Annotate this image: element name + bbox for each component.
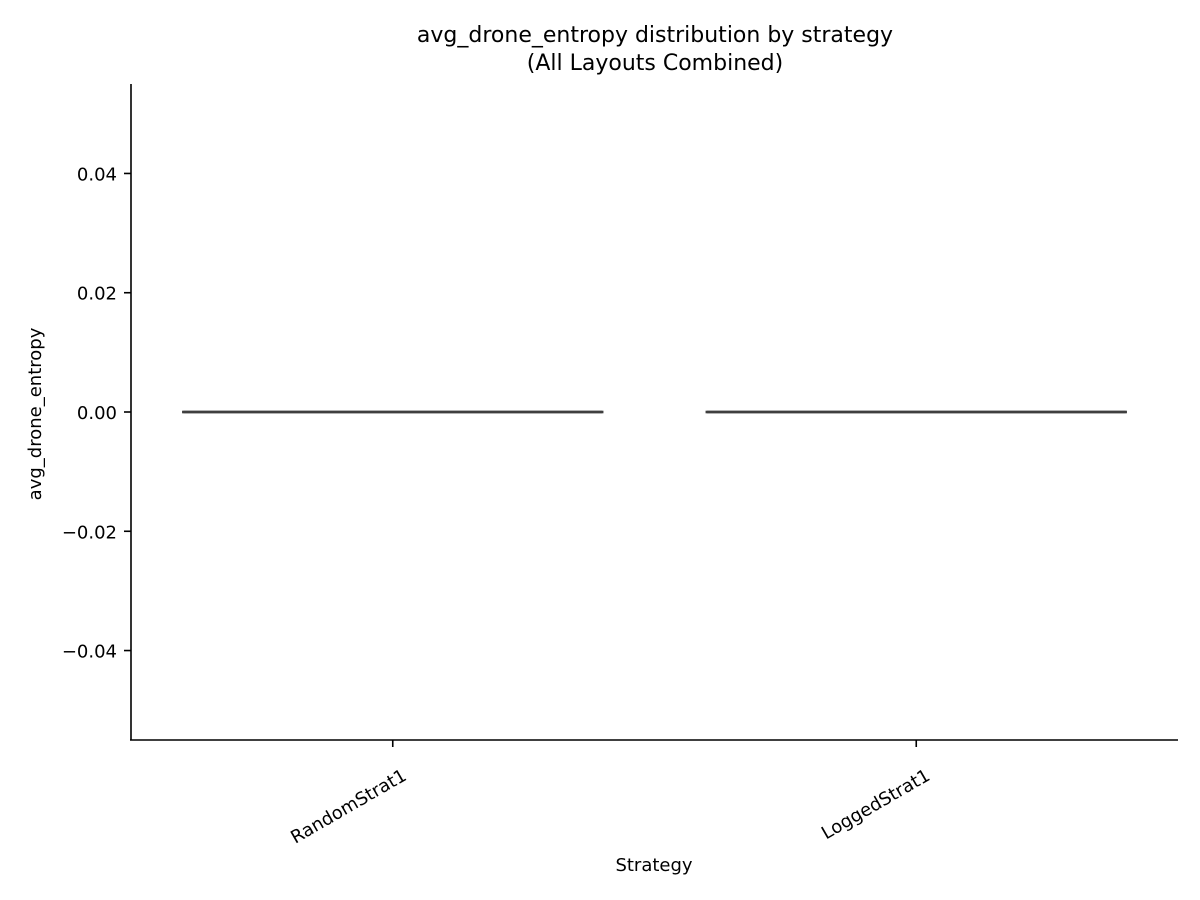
x-tick-label: LoggedStrat1: [818, 765, 934, 844]
y-ticks: −0.04 −0.02 0.00 0.02 0.04: [62, 164, 131, 663]
x-tick-label: RandomStrat1: [287, 765, 410, 848]
x-ticks: RandomStrat1 LoggedStrat1: [287, 740, 934, 848]
y-axis-label: avg_drone_entropy: [25, 327, 46, 500]
y-tick-label: 0.02: [77, 284, 117, 305]
y-tick-label: 0.00: [77, 403, 117, 424]
y-tick-label: −0.02: [62, 522, 117, 543]
chart-title: avg_drone_entropy distribution by strate…: [417, 23, 893, 48]
y-tick-label: −0.04: [62, 642, 117, 663]
x-axis-label: Strategy: [615, 855, 692, 876]
y-tick-label: 0.04: [77, 164, 117, 185]
chart-subtitle: (All Layouts Combined): [527, 51, 783, 76]
